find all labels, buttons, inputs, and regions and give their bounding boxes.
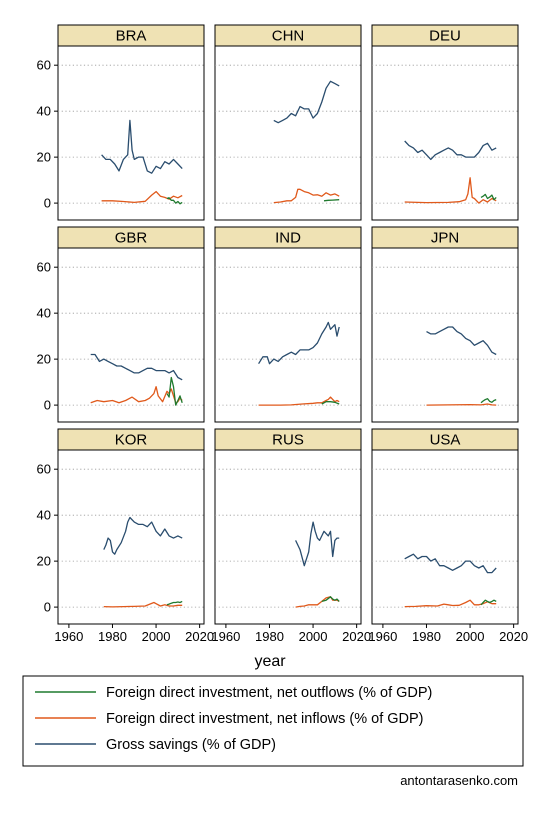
panel-title: GBR: [115, 230, 148, 247]
y-tick-label: 0: [44, 196, 51, 211]
legend-box: [22, 675, 524, 767]
series-line-inflows: [103, 601, 183, 608]
panel-usa: USA: [371, 428, 519, 625]
panel-title: IND: [275, 230, 301, 247]
panel-ind: IND: [214, 226, 362, 423]
panel-bra: BRA: [57, 24, 205, 221]
x-tick-label: 2000: [456, 629, 485, 644]
panel-title: RUS: [272, 432, 304, 449]
panel-jpn: JPN: [371, 226, 519, 423]
series-line-inflows: [101, 190, 183, 204]
x-tick-label: 1980: [412, 629, 441, 644]
series-line-savings: [258, 321, 340, 365]
x-axis-title: year: [254, 653, 286, 670]
panel-frame: [57, 247, 205, 423]
series-line-savings: [426, 326, 497, 356]
series-line-outflows: [321, 596, 340, 603]
x-tick-label: 2020: [499, 629, 528, 644]
panel-deu: DEU: [371, 24, 519, 221]
legend: Foreign direct investment, net outflows …: [22, 675, 524, 767]
series-line-savings: [101, 119, 183, 174]
series-line-outflows: [323, 199, 340, 202]
series-line-outflows: [480, 398, 497, 404]
y-tick-label: 40: [37, 508, 51, 523]
legend-label-inflows: Foreign direct investment, net inflows (…: [106, 711, 424, 727]
y-tick-label: 60: [37, 58, 51, 73]
panel-frame: [214, 449, 362, 625]
panel-title: USA: [430, 432, 461, 449]
series-line-inflows: [273, 188, 340, 204]
series-line-outflows: [166, 600, 183, 606]
series-line-outflows: [480, 193, 497, 201]
series-line-savings: [273, 80, 340, 124]
series-line-inflows: [404, 177, 497, 204]
y-tick-label: 0: [44, 398, 51, 413]
series-line-savings: [404, 553, 497, 574]
panel-grid: BRA CHN DEU GBR IND JPN KOR RUS USA: [57, 24, 519, 625]
series-line-outflows: [166, 197, 183, 205]
series-line-inflows: [258, 396, 340, 406]
y-tick-label: 20: [37, 554, 51, 569]
series-line-inflows: [404, 599, 497, 608]
x-tick-label: 1960: [211, 629, 240, 644]
panel-frame: [214, 45, 362, 221]
y-tick-label: 60: [37, 260, 51, 275]
panel-title: CHN: [272, 28, 305, 45]
series-line-inflows: [426, 403, 497, 406]
y-tick-label: 20: [37, 150, 51, 165]
x-tick-label: 2000: [142, 629, 171, 644]
panel-title: JPN: [431, 230, 459, 247]
series-line-savings: [90, 353, 183, 381]
series-line-savings: [295, 521, 340, 567]
x-tick-label: 1980: [255, 629, 284, 644]
panel-kor: KOR: [57, 428, 205, 625]
panel-rus: RUS: [214, 428, 362, 625]
y-tick-label: 0: [44, 600, 51, 615]
panel-title: BRA: [116, 28, 147, 45]
series-line-outflows: [480, 599, 497, 606]
panel-title: KOR: [115, 432, 148, 449]
panel-frame: [214, 247, 362, 423]
panel-title: DEU: [429, 28, 461, 45]
y-tick-label: 40: [37, 104, 51, 119]
y-tick-label: 20: [37, 352, 51, 367]
x-tick-label: 1960: [54, 629, 83, 644]
panel-frame: [57, 449, 205, 625]
x-tick-label: 1960: [368, 629, 397, 644]
series-line-outflows: [166, 376, 183, 406]
panel-gbr: GBR: [57, 226, 205, 423]
x-tick-label: 2020: [185, 629, 214, 644]
panel-frame: [371, 45, 519, 221]
legend-label-savings: Gross savings (% of GDP): [106, 737, 276, 753]
x-tick-label: 2020: [342, 629, 371, 644]
series-line-savings: [404, 140, 497, 161]
x-tick-label: 1980: [98, 629, 127, 644]
y-tick-label: 60: [37, 462, 51, 477]
panel-chn: CHN: [214, 24, 362, 221]
series-line-savings: [103, 516, 183, 555]
credit-text: antontarasenko.com: [400, 773, 518, 788]
legend-label-outflows: Foreign direct investment, net outflows …: [106, 685, 432, 701]
y-tick-label: 40: [37, 306, 51, 321]
series-line-outflows: [321, 401, 340, 405]
x-tick-label: 2000: [299, 629, 328, 644]
panel-frame: [371, 449, 519, 625]
panel-frame: [371, 247, 519, 423]
